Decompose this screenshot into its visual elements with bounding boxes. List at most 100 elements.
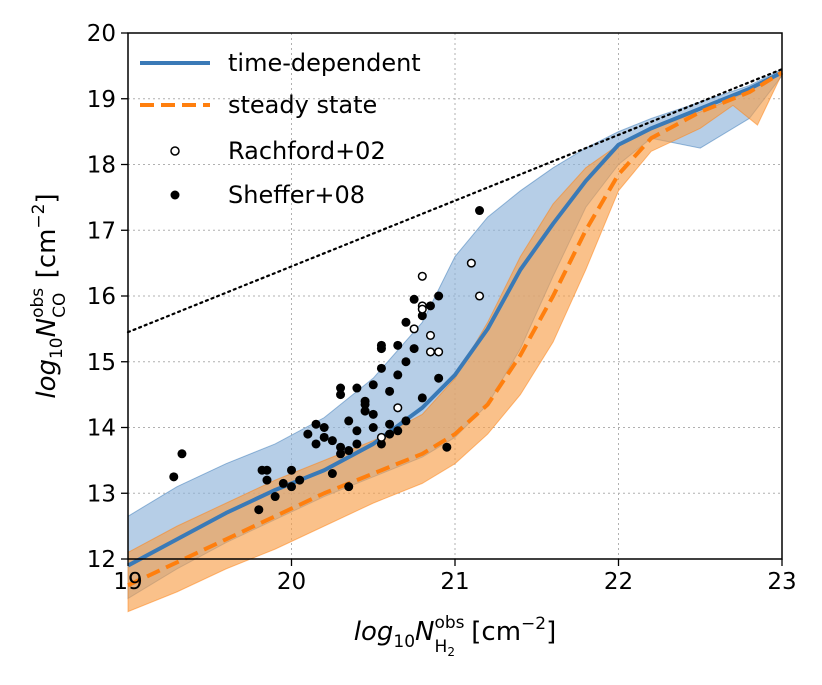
- sheffer08-point: [376, 340, 386, 350]
- sheffer08-point: [368, 409, 378, 419]
- sheffer08-point: [311, 419, 321, 429]
- x-axis-label-sub2b: 2: [447, 645, 455, 659]
- sheffer08-point: [319, 423, 329, 432]
- sheffer08-point: [401, 416, 411, 426]
- x-tick-label-20: 20: [277, 569, 306, 595]
- y-tick-label-13: 13: [87, 481, 116, 507]
- x-tick-label-21: 21: [440, 569, 469, 595]
- y-tick-label-17: 17: [87, 218, 116, 244]
- y-axis-label-sub1: 10: [47, 337, 67, 359]
- x-axis-label-sym: N: [415, 617, 434, 647]
- sheffer08-point: [169, 472, 179, 482]
- y-axis-label: log10Nobs CO [cm−2]: [28, 193, 70, 398]
- x-axis-label-units-sup: −2: [521, 614, 546, 634]
- legend-label-steady-state: steady state: [228, 91, 377, 119]
- sheffer08-point: [417, 393, 427, 403]
- series-lines: [127, 70, 784, 588]
- sheffer08-point: [262, 465, 272, 475]
- legend-label-rachford02: Rachford+02: [228, 137, 386, 165]
- sheffer08-point: [344, 446, 354, 456]
- sheffer08-point: [417, 311, 427, 321]
- rachford02-point: [425, 347, 436, 357]
- y-tick-label-20: 20: [87, 21, 116, 47]
- y-tick-label-12: 12: [87, 547, 116, 573]
- legend-marker-rachford02: [170, 146, 180, 156]
- sheffer08-point: [368, 423, 378, 432]
- sheffer08-point: [262, 475, 272, 485]
- y-tick-label-18: 18: [87, 153, 116, 179]
- sheffer08-point: [278, 478, 288, 488]
- y-axis-label-sym: N: [32, 318, 62, 337]
- series-line-0: [127, 70, 783, 568]
- rachford02-point: [417, 304, 427, 314]
- sheffer08-point: [352, 383, 362, 393]
- sheffer08-point: [368, 380, 378, 390]
- sheffer08-point: [254, 505, 264, 515]
- sheffer08-point: [360, 396, 370, 406]
- reference-dotted-line: [126, 68, 784, 334]
- y-axis-label-base: log: [32, 359, 62, 399]
- y-tick-label-16: 16: [87, 284, 116, 310]
- x-tick-label-23: 23: [767, 569, 796, 595]
- reference-line: [126, 68, 784, 334]
- sheffer08-point: [360, 406, 370, 416]
- sheffer08-point: [319, 432, 329, 442]
- data-points: [169, 206, 485, 515]
- sheffer08-point: [295, 475, 305, 485]
- sheffer08-point: [393, 370, 403, 380]
- sheffer08-point: [352, 426, 362, 436]
- x-axis-label-units-end: ]: [546, 617, 556, 647]
- sheffer08-point: [303, 429, 313, 439]
- sheffer08-point: [401, 317, 411, 327]
- y-tick-label-14: 14: [87, 416, 116, 442]
- sheffer08-point: [409, 294, 419, 304]
- rachford02-point: [474, 291, 485, 301]
- sheffer08-point: [344, 416, 354, 426]
- sheffer08-point: [376, 363, 386, 373]
- rachford02-point: [417, 271, 427, 281]
- rachford02-point: [393, 403, 403, 413]
- sheffer08-point: [336, 390, 346, 400]
- sheffer08-point: [270, 492, 280, 502]
- y-axis-label-units-end: ]: [32, 193, 62, 203]
- sheffer08-point: [177, 449, 187, 459]
- sheffer08-point: [409, 344, 419, 354]
- x-axis-label: log10Nobs H2 [cm−2]: [354, 613, 556, 659]
- sheffer08-point: [287, 465, 296, 475]
- y-tick-label-19: 19: [87, 87, 116, 113]
- sheffer08-point: [434, 291, 444, 301]
- sheffer08-point: [336, 383, 346, 393]
- x-axis-label-units: [cm: [463, 617, 521, 647]
- legend-marker-sheffer08: [170, 190, 180, 200]
- sheffer08-point: [401, 357, 411, 367]
- x-axis-label-sup: obs: [434, 613, 464, 633]
- x-tick-label-19: 19: [113, 569, 142, 595]
- sheffer08-point: [393, 426, 403, 436]
- sheffer08-point: [336, 449, 346, 459]
- legend: time-dependent steady state Rachford+02 …: [140, 49, 421, 209]
- rachford02-point: [409, 324, 419, 334]
- sheffer08-point: [352, 439, 362, 449]
- x-tick-label-22: 22: [604, 569, 633, 595]
- sheffer08-point: [385, 429, 395, 439]
- sheffer08-point: [336, 442, 346, 452]
- x-axis-label-sub2: H: [435, 637, 448, 657]
- tick-labels: 19 20 21 22 23 12 13 14 15 16 17 18 19 20: [87, 21, 797, 595]
- axis-ticks: [121, 32, 783, 566]
- sheffer08-point: [442, 442, 452, 452]
- sheffer08-point: [425, 301, 435, 311]
- sheffer08-point: [376, 439, 386, 449]
- y-axis-label-sup: obs: [28, 288, 48, 318]
- sheffer08-point: [344, 482, 354, 492]
- sheffer08-point: [385, 386, 395, 396]
- x-axis-label-base: log: [354, 617, 394, 647]
- legend-label-sheffer08: Sheffer+08: [228, 181, 365, 209]
- rachford02-point: [376, 432, 386, 442]
- legend-label-time-dependent: time-dependent: [228, 49, 421, 77]
- x-axis-label-sub1: 10: [393, 632, 415, 652]
- sheffer08-point: [327, 436, 337, 446]
- sheffer08-point: [311, 439, 321, 449]
- y-axis-label-units-sup: −2: [29, 204, 49, 229]
- rachford02-point: [434, 347, 444, 357]
